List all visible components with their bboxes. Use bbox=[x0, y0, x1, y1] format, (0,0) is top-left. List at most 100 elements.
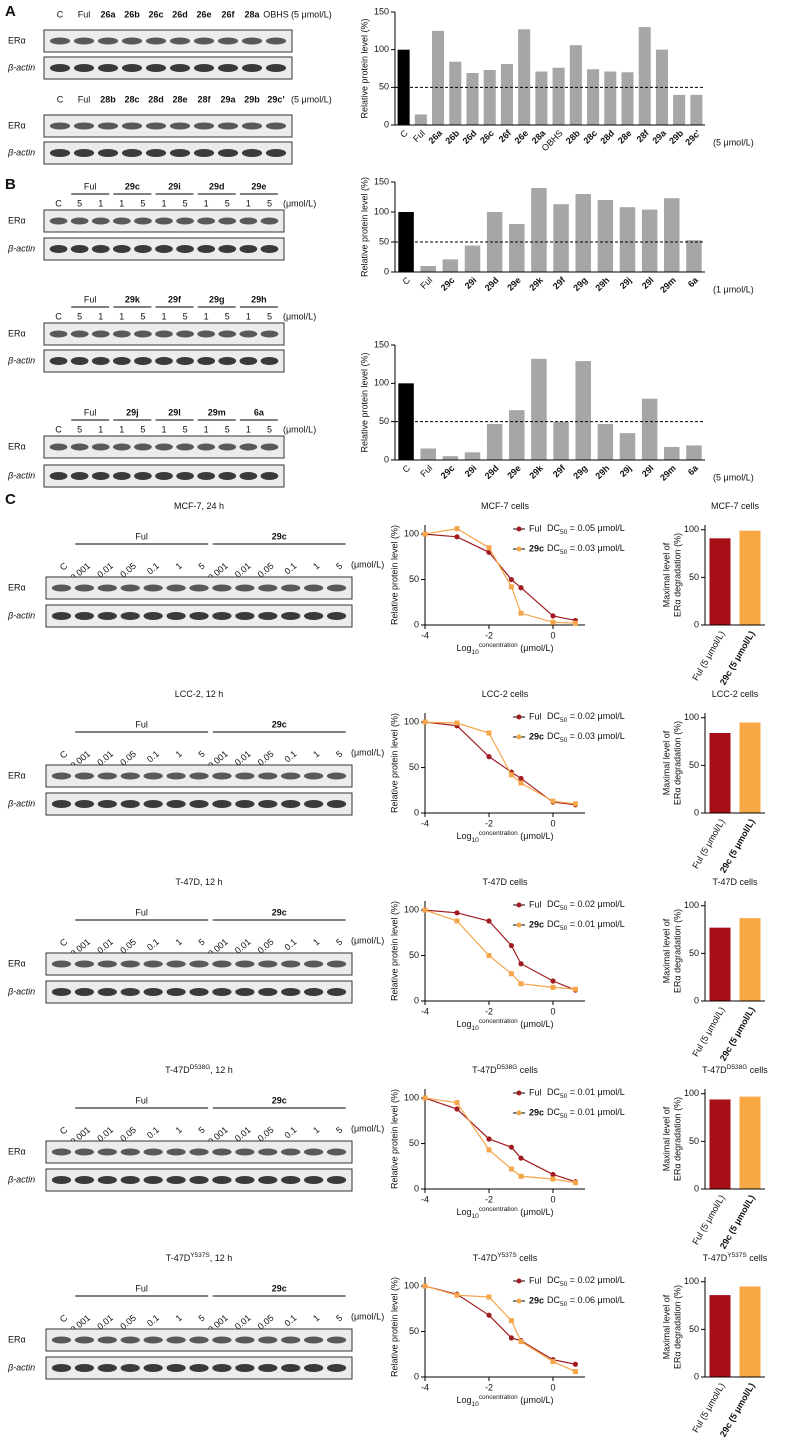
x-tick-label: 28b bbox=[564, 128, 582, 146]
x-tick-label: 29k bbox=[527, 462, 545, 480]
band bbox=[303, 772, 324, 780]
x-tick-label: 29c bbox=[439, 275, 457, 293]
y-tick-label: 100 bbox=[684, 1088, 699, 1098]
y-tick-label: 50 bbox=[409, 574, 419, 584]
band bbox=[197, 443, 216, 451]
legend-marker bbox=[516, 902, 522, 908]
blot-title-part: , 12 h bbox=[210, 1253, 233, 1263]
blot-title-part: LCC-2, 12 h bbox=[175, 689, 224, 699]
chart-title-part: LCC-2 cells bbox=[712, 689, 759, 699]
x-tick-label: C bbox=[398, 128, 410, 140]
band bbox=[143, 1176, 163, 1184]
band bbox=[258, 612, 278, 620]
band bbox=[166, 772, 186, 780]
band bbox=[235, 988, 255, 996]
band bbox=[97, 800, 117, 808]
bar bbox=[686, 445, 702, 460]
band bbox=[260, 357, 279, 365]
bar bbox=[509, 410, 525, 460]
band bbox=[235, 584, 255, 592]
data-point bbox=[518, 961, 524, 967]
x-tick-label: 26a bbox=[426, 127, 444, 145]
bar bbox=[709, 538, 731, 625]
blot-frame bbox=[43, 29, 293, 53]
bar bbox=[575, 361, 591, 460]
group-label: 29c bbox=[272, 531, 287, 541]
data-point bbox=[550, 1359, 556, 1365]
x-tick-label: 29d bbox=[483, 463, 501, 481]
band bbox=[189, 988, 209, 996]
data-point bbox=[518, 775, 524, 782]
data-point bbox=[518, 1173, 524, 1179]
lane-label: 5 bbox=[225, 198, 230, 208]
y-tick-label: 100 bbox=[404, 904, 419, 914]
band bbox=[120, 800, 140, 808]
x-axis-label-part: Log bbox=[457, 1019, 472, 1029]
data-point bbox=[454, 526, 460, 532]
band bbox=[218, 357, 237, 365]
data-point bbox=[454, 1100, 460, 1106]
lane-label: 1 bbox=[161, 198, 166, 208]
blot-unit: (μmol/L) bbox=[283, 311, 316, 321]
band bbox=[212, 1364, 232, 1372]
legend-label: Ful bbox=[529, 899, 542, 909]
chart-title-part: cells bbox=[517, 1253, 538, 1263]
band bbox=[235, 1336, 255, 1344]
band bbox=[260, 217, 279, 225]
band bbox=[197, 217, 216, 225]
y-tick-label: 50 bbox=[379, 82, 389, 92]
row-label: β-actin bbox=[7, 1174, 35, 1184]
lane-label: 5 bbox=[77, 424, 82, 434]
y-tick-label: 0 bbox=[414, 1183, 419, 1193]
band bbox=[70, 245, 89, 253]
band bbox=[49, 443, 68, 451]
band bbox=[166, 584, 186, 592]
x-tick-label: 0 bbox=[550, 1382, 555, 1392]
group-label: 29g bbox=[209, 294, 225, 304]
row-label: β-actin bbox=[7, 610, 35, 620]
band bbox=[197, 357, 216, 365]
lane-label: 1 bbox=[204, 424, 209, 434]
lane-label: 5 bbox=[197, 1125, 207, 1136]
row-label: ERα bbox=[8, 1334, 26, 1344]
data-point bbox=[518, 1339, 524, 1345]
band bbox=[260, 472, 279, 480]
band bbox=[70, 357, 89, 365]
lane-label: 26d bbox=[172, 9, 188, 19]
band bbox=[265, 37, 287, 45]
bar bbox=[739, 1286, 761, 1377]
group-label: Ful bbox=[84, 181, 97, 191]
lane-label: 1 bbox=[98, 424, 103, 434]
chart-title: T-47D cells bbox=[482, 877, 528, 887]
blot-title-part: Y537S bbox=[190, 1252, 210, 1259]
row-label: β-actin bbox=[7, 470, 35, 480]
chart-title-part: cells bbox=[517, 1065, 538, 1075]
data-point bbox=[454, 918, 460, 924]
y-axis-label: Relative protein level (%) bbox=[389, 901, 399, 1001]
group-label: Ful bbox=[84, 294, 97, 304]
row-label: β-actin bbox=[7, 1362, 35, 1372]
bar bbox=[619, 433, 636, 460]
band bbox=[70, 443, 89, 451]
data-point bbox=[518, 981, 524, 987]
band bbox=[97, 1148, 117, 1156]
legend-marker bbox=[516, 734, 522, 740]
bar bbox=[442, 259, 459, 272]
band bbox=[176, 330, 194, 338]
band bbox=[303, 612, 324, 620]
x-tick-label: 29g bbox=[571, 275, 589, 293]
x-tick-label: 29i bbox=[463, 463, 479, 479]
legend-label: 29c bbox=[529, 1295, 544, 1305]
band bbox=[120, 1336, 140, 1344]
band bbox=[49, 217, 68, 225]
band bbox=[166, 612, 186, 620]
band bbox=[143, 988, 163, 996]
bar bbox=[509, 224, 525, 272]
data-point bbox=[508, 1166, 514, 1172]
data-point bbox=[486, 1312, 492, 1318]
x-tick-label: 29d bbox=[483, 275, 501, 293]
y-tick-label: 100 bbox=[684, 712, 699, 722]
lane-label: 29c' bbox=[267, 94, 284, 104]
band bbox=[74, 988, 95, 996]
